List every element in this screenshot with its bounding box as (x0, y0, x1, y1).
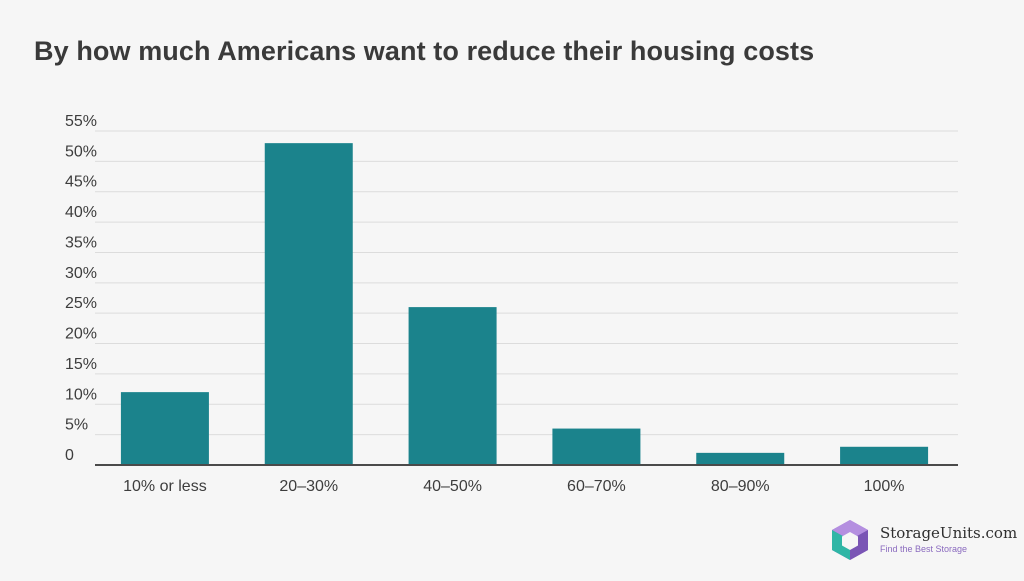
y-tick-label: 55% (65, 113, 97, 130)
bar (264, 143, 353, 466)
chart-title: By how much Americans want to reduce the… (34, 36, 815, 66)
y-tick-label: 10% (65, 386, 97, 403)
y-tick-label: 0 (65, 447, 74, 464)
y-tick-label: 30% (65, 265, 97, 282)
y-tick-label: 5% (65, 417, 88, 434)
x-category-label: 60–70% (567, 478, 626, 495)
bar (408, 307, 497, 465)
y-axis-ticks: 0 5% 10% 15% 20% 25% 30% 35% 40% 45% 50% 55% (65, 113, 97, 464)
brand-name: StorageUnits.com (880, 524, 1018, 542)
x-category-label: 80–90% (711, 478, 770, 495)
brand-logo: StorageUnits.com Find the Best Storage (828, 518, 1017, 564)
bars (120, 143, 929, 466)
x-category-label: 10% or less (123, 478, 207, 495)
y-tick-label: 20% (65, 326, 97, 343)
bar (552, 428, 641, 465)
bar (696, 452, 785, 465)
x-category-label: 20–30% (279, 478, 338, 495)
y-tick-label: 50% (65, 143, 97, 160)
bar (120, 392, 209, 465)
x-category-label: 100% (864, 478, 905, 495)
storage-cube-icon (832, 520, 868, 560)
y-tick-label: 45% (65, 174, 97, 191)
x-axis-labels: 10% or less 20–30% 40–50% 60–70% 80–90% 100% (123, 478, 904, 495)
brand-tagline: Find the Best Storage (880, 544, 968, 554)
gridlines (95, 130, 958, 436)
x-category-label: 40–50% (423, 478, 482, 495)
y-tick-label: 15% (65, 356, 97, 373)
y-tick-label: 40% (65, 204, 97, 221)
y-tick-label: 35% (65, 234, 97, 251)
bar (840, 446, 929, 465)
y-tick-label: 25% (65, 295, 97, 312)
